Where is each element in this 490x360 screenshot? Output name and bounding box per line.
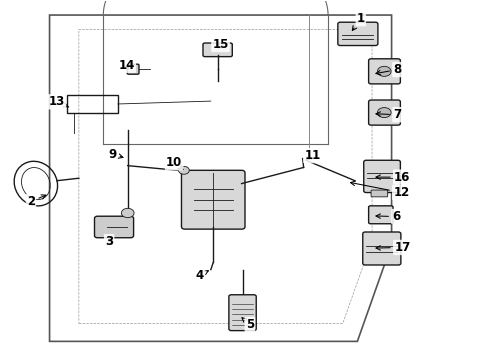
Circle shape <box>122 208 134 218</box>
FancyBboxPatch shape <box>127 64 139 74</box>
FancyBboxPatch shape <box>363 232 401 265</box>
FancyBboxPatch shape <box>203 43 232 57</box>
Text: 16: 16 <box>376 171 411 184</box>
Text: 4: 4 <box>196 269 208 282</box>
Bar <box>67 95 118 113</box>
Text: 5: 5 <box>242 318 254 331</box>
FancyBboxPatch shape <box>368 206 393 224</box>
FancyBboxPatch shape <box>181 170 245 229</box>
Text: 15: 15 <box>212 38 229 51</box>
Circle shape <box>377 108 391 118</box>
Text: 12: 12 <box>350 181 410 199</box>
Text: 11: 11 <box>304 149 320 162</box>
Text: 9: 9 <box>108 148 123 161</box>
Text: 13: 13 <box>49 95 69 108</box>
Circle shape <box>377 66 391 76</box>
Text: 1: 1 <box>352 12 365 31</box>
Text: 2: 2 <box>27 195 46 208</box>
FancyBboxPatch shape <box>371 190 388 197</box>
FancyBboxPatch shape <box>338 22 378 45</box>
FancyBboxPatch shape <box>364 160 400 193</box>
FancyBboxPatch shape <box>229 295 256 330</box>
Text: 10: 10 <box>166 156 183 170</box>
Text: 8: 8 <box>376 63 402 76</box>
FancyBboxPatch shape <box>368 59 400 84</box>
FancyBboxPatch shape <box>368 100 400 125</box>
Text: 6: 6 <box>376 210 401 223</box>
Text: 17: 17 <box>376 241 411 254</box>
FancyBboxPatch shape <box>95 216 134 238</box>
Text: 3: 3 <box>105 235 113 248</box>
Text: 7: 7 <box>376 108 401 121</box>
Text: 14: 14 <box>119 59 135 72</box>
Circle shape <box>178 166 189 174</box>
